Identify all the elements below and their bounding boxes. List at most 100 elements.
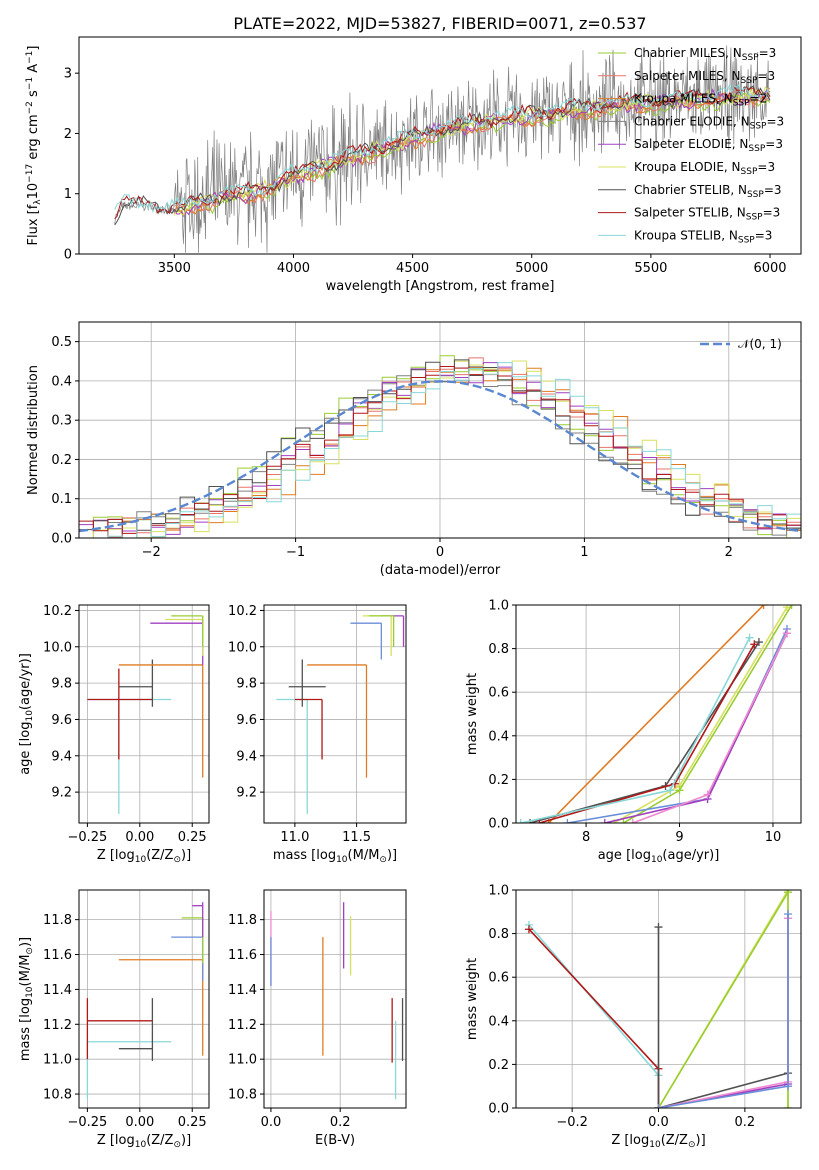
y-tick-label: 1.0 bbox=[488, 884, 509, 899]
x-axis-label-part: )] bbox=[181, 1133, 191, 1148]
x-axis-label: wavelength [Angstrom, rest frame] bbox=[326, 279, 555, 294]
y-tick-label: 0.8 bbox=[488, 927, 509, 942]
x-axis-label-part: mass [log bbox=[273, 848, 336, 863]
legend-entry-kroupa-elodie-part: =3 bbox=[757, 160, 775, 174]
y-tick-label: 0.2 bbox=[488, 773, 509, 788]
weight-line-kroupa-elodie bbox=[613, 606, 788, 823]
y-tick-label: 9.6 bbox=[51, 713, 72, 728]
weight-line-salpeter-elodie bbox=[658, 918, 789, 1108]
x-tick-label: 11.5 bbox=[342, 830, 371, 845]
y-tick-label: 11.4 bbox=[43, 983, 72, 998]
y-tick-label: 0.3 bbox=[51, 414, 72, 429]
axes-frame bbox=[263, 604, 407, 824]
legend-entry-chabrier-stelib: Chabrier STELIB, NSSP=3 bbox=[634, 183, 782, 200]
legend-entry-chabrier-stelib-part: Chabrier STELIB, N bbox=[634, 183, 747, 197]
weight-line-pink bbox=[658, 918, 789, 1108]
x-tick-label: 4000 bbox=[277, 261, 310, 276]
weight-marker-chabrier-miles bbox=[675, 786, 684, 795]
figure-title: PLATE=2022, MJD=53827, FIBERID=0071, z=0… bbox=[233, 14, 646, 33]
y-axis-label: mass weight bbox=[465, 673, 480, 755]
legend-entry-salpeter-elodie: Salpeter ELODIE, NSSP=3 bbox=[634, 137, 783, 154]
legend-entry-kroupa-miles: Kroupa MILES, NSSP=2 bbox=[634, 92, 767, 109]
model-spectrum-salpeter-elodie bbox=[173, 87, 771, 218]
x-tick-label: 10 bbox=[765, 830, 782, 845]
y-tick-label: 0.2 bbox=[488, 1058, 509, 1073]
x-axis-label-part: age [log bbox=[598, 848, 651, 863]
x-tick-label: 6000 bbox=[753, 261, 786, 276]
x-tick-label: 0.2 bbox=[330, 1115, 351, 1130]
legend-entry-salpeter-stelib-part: =3 bbox=[763, 206, 781, 220]
y-axis-label-part: 10 bbox=[25, 710, 35, 722]
weight-marker-kroupa-stelib bbox=[666, 786, 675, 795]
x-axis-label: E(B-V) bbox=[315, 1133, 355, 1148]
x-tick-label: 5000 bbox=[515, 261, 548, 276]
y-tick-label: 1 bbox=[64, 187, 72, 202]
mass_vs_ebv-plot-area bbox=[270, 902, 404, 1100]
x-axis-label: mass [log10(M/M⊙)] bbox=[273, 848, 397, 865]
legend-entry-salpeter-elodie-part: Salpeter ELODIE, N bbox=[634, 137, 748, 151]
y-tick-label: 11.8 bbox=[43, 913, 72, 928]
spectrum-plot-area bbox=[114, 45, 771, 253]
x-tick-label: −0.25 bbox=[67, 1115, 107, 1130]
legend-entry-kroupa-elodie-part: SSP bbox=[741, 167, 758, 177]
weight-line-kroupa-stelib bbox=[528, 924, 660, 1108]
y-axis-label-part: erg cm bbox=[26, 114, 41, 163]
legend-entry-salpeter-miles-part: SSP bbox=[741, 76, 758, 86]
legend-entry-chabrier-miles-part: SSP bbox=[742, 53, 759, 63]
model-spectrum-kroupa-stelib bbox=[114, 83, 771, 214]
y-tick-label: 9.4 bbox=[236, 749, 257, 764]
y-tick-label: 0.0 bbox=[51, 532, 72, 547]
age_vs_mass-plot-area bbox=[276, 615, 405, 814]
weight-marker-pink bbox=[703, 790, 712, 799]
y-tick-label: 10.2 bbox=[43, 604, 72, 619]
mass-vs-metallicity-panel: −0.25 0.00 0.25 10.8 11.0 11.2 11.4 11.6 11.8 Z [… bbox=[18, 889, 210, 1150]
weight-marker-salpeter-stelib bbox=[524, 925, 533, 934]
legend-entry-kroupa-miles-part: =2 bbox=[750, 92, 768, 106]
y-tick-label: 0.4 bbox=[488, 1014, 509, 1029]
age-vs-mass-panel: 11.0 11.5 9.2 9.4 9.6 9.8 10.0 10.2 mass [log10(… bbox=[228, 604, 407, 865]
legend-entry-chabrier-miles: Chabrier MILES, NSSP=3 bbox=[634, 46, 776, 63]
age-vs-metallicity-panel: −0.25 0.00 0.259.29.49.69.810.010.2Z [log1… bbox=[18, 604, 210, 865]
legend-entry-kroupa-stelib-part: Kroupa STELIB, N bbox=[634, 228, 738, 242]
weight-marker-kroupa-miles bbox=[759, 605, 768, 609]
legend-entry-kroupa-miles-part: Kroupa MILES, N bbox=[634, 92, 733, 106]
weight-vs-metallicity-panel: −0.2 0.0 0.2 0.0 0.2 0.4 0.6 0.8 1.0 Z [log10(Z/Z… bbox=[465, 884, 802, 1150]
x-tick-label: 0.00 bbox=[125, 1115, 154, 1130]
y-axis-label-part: (M/M bbox=[18, 955, 33, 987]
y-axis-label-part: s bbox=[26, 90, 41, 101]
y-axis-label-part: ⊙ bbox=[25, 947, 35, 955]
x-tick-label: 0.25 bbox=[178, 1115, 207, 1130]
legend-entry-chabrier-elodie-part: SSP bbox=[750, 121, 767, 131]
y-tick-label: 10.2 bbox=[228, 604, 257, 619]
y-tick-label: 0.6 bbox=[488, 971, 509, 986]
x-axis-label-part: (Z/Z bbox=[146, 848, 173, 863]
weight-marker-salpeter-stelib bbox=[535, 819, 544, 823]
weight-marker-pink bbox=[782, 629, 791, 638]
x-tick-label: −2 bbox=[142, 545, 161, 560]
x-tick-label: 0.0 bbox=[648, 1115, 669, 1130]
x-axis-label-part: )] bbox=[387, 848, 397, 863]
x-tick-label: 8 bbox=[582, 830, 590, 845]
x-axis-label-part: ⊙ bbox=[173, 855, 181, 865]
legend-entry-chabrier-miles-part: Chabrier MILES, N bbox=[634, 46, 742, 60]
x-tick-label: 9 bbox=[675, 830, 683, 845]
weight-marker-blue bbox=[784, 909, 793, 918]
weight-marker-kroupa-stelib bbox=[745, 633, 754, 642]
legend-entry-normal: 𝒩(0, 1) bbox=[738, 337, 782, 351]
y-axis-label: mass [log10(M/M⊙)] bbox=[18, 937, 35, 1061]
y-axis-label-part: 10 bbox=[25, 986, 35, 998]
weight-marker-blue bbox=[563, 819, 572, 823]
x-axis-label-part: (age/yr)] bbox=[662, 848, 719, 863]
legend-entry-salpeter-elodie-part: =3 bbox=[765, 137, 783, 151]
x-tick-label: 3500 bbox=[158, 261, 191, 276]
y-tick-label: 11.0 bbox=[228, 1053, 257, 1068]
legend-entry-salpeter-miles-part: Salpeter MILES, N bbox=[634, 69, 741, 83]
y-axis-label-part: −1 bbox=[25, 51, 35, 64]
legend-entry-salpeter-stelib-part: SSP bbox=[746, 213, 763, 223]
x-axis-label: Z [log10(Z/Z⊙)] bbox=[97, 848, 191, 865]
residuals-panel: −2 −1 0 1 2 0.0 0.1 0.2 0.3 0.4 0.5 (data-model)/er… bbox=[26, 321, 802, 578]
y-axis-label-part: (age/yr)] bbox=[18, 653, 33, 710]
y-tick-label: 9.4 bbox=[51, 749, 72, 764]
x-axis-label-part: )] bbox=[181, 848, 191, 863]
legend-entry-salpeter-miles-part: =3 bbox=[757, 69, 775, 83]
